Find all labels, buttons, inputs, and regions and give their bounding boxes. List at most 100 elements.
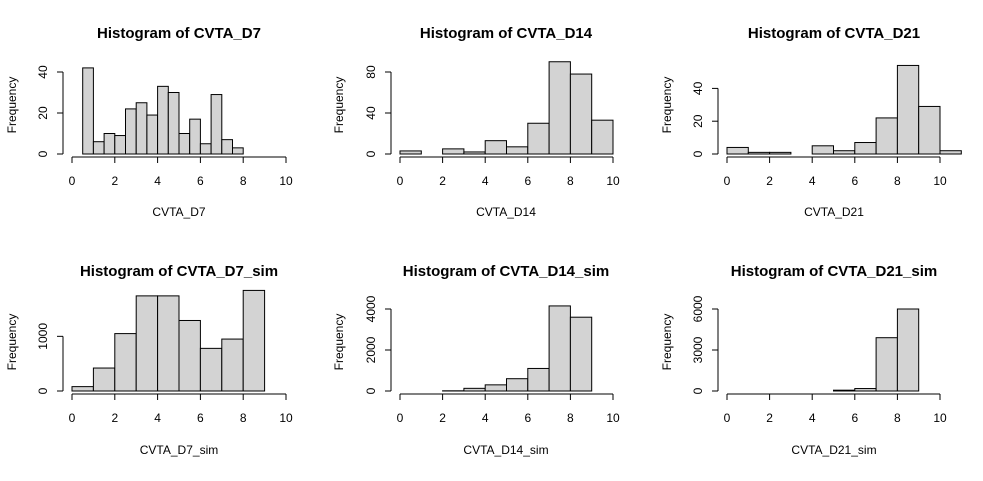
x-tick-label: 8	[894, 174, 901, 188]
histogram-bar	[727, 147, 748, 154]
histogram-bar	[919, 106, 940, 154]
y-tick-label: 4000	[364, 295, 378, 322]
histogram-bar	[222, 339, 243, 391]
x-tick-label: 4	[482, 174, 489, 188]
x-tick-label: 0	[69, 174, 76, 188]
x-tick-label: 8	[240, 174, 247, 188]
histogram-bar	[528, 368, 549, 391]
y-tick-label: 0	[364, 150, 378, 157]
histogram-bar	[443, 149, 464, 154]
x-axis-label: CVTA_D21_sim	[791, 443, 876, 457]
y-tick-label: 1000	[36, 323, 50, 350]
x-tick-label: 4	[154, 174, 161, 188]
y-axis-label: Frequency	[660, 77, 674, 134]
x-axis-label: CVTA_D14	[476, 205, 536, 219]
x-tick-label: 0	[69, 411, 76, 425]
histogram-bar	[158, 296, 179, 391]
y-tick-label: 20	[691, 114, 705, 128]
chart-title: Histogram of CVTA_D7	[97, 25, 261, 42]
x-tick-label: 10	[606, 174, 620, 188]
x-tick-label: 2	[439, 411, 446, 425]
histogram-bar	[158, 86, 169, 154]
x-tick-label: 4	[809, 174, 816, 188]
x-tick-label: 10	[933, 174, 947, 188]
x-tick-label: 10	[279, 174, 293, 188]
histogram-bar	[812, 146, 833, 154]
x-tick-label: 4	[482, 411, 489, 425]
x-tick-label: 10	[279, 411, 293, 425]
histogram-bar	[115, 136, 126, 154]
histogram-bar	[876, 118, 897, 154]
histogram-bar	[147, 115, 158, 154]
y-tick-label: 40	[364, 106, 378, 120]
histogram-bar	[211, 95, 222, 154]
histogram-bar	[200, 348, 221, 391]
x-tick-label: 6	[524, 411, 531, 425]
histogram-bar	[834, 390, 855, 391]
histogram-bar	[549, 306, 570, 391]
histogram-bar	[549, 62, 570, 154]
x-tick-label: 8	[240, 411, 247, 425]
histogram-bar	[93, 368, 114, 391]
histogram-bar	[507, 147, 528, 154]
histogram-bar	[233, 148, 244, 154]
x-tick-label: 2	[766, 411, 773, 425]
histogram-bar	[770, 152, 791, 154]
chart-title: Histogram of CVTA_D21	[748, 25, 920, 42]
x-tick-label: 2	[766, 174, 773, 188]
histogram-bar	[940, 151, 961, 154]
y-tick-label: 40	[36, 65, 50, 79]
y-tick-label: 2000	[364, 336, 378, 363]
histogram-bar	[855, 143, 876, 154]
histogram-bar	[104, 134, 115, 155]
histogram-bar	[179, 134, 190, 155]
x-tick-label: 2	[439, 174, 446, 188]
x-tick-label: 6	[197, 411, 204, 425]
histogram-bar	[507, 379, 528, 391]
chart-title: Histogram of CVTA_D21_sim	[731, 263, 937, 280]
y-axis-label: Frequency	[5, 77, 19, 134]
x-tick-label: 6	[197, 174, 204, 188]
histogram-bar	[592, 120, 613, 154]
histogram-bar	[464, 152, 485, 154]
y-tick-label: 0	[36, 150, 50, 157]
histogram-bar	[190, 119, 201, 154]
x-tick-label: 0	[397, 174, 404, 188]
y-axis-label: Frequency	[5, 314, 19, 371]
x-tick-label: 4	[809, 411, 816, 425]
x-tick-label: 6	[524, 174, 531, 188]
y-axis-label: Frequency	[332, 314, 346, 371]
x-tick-label: 0	[724, 411, 731, 425]
histogram-bar	[897, 309, 918, 391]
histogram-bar	[748, 152, 769, 154]
y-tick-label: 0	[36, 387, 50, 394]
y-tick-label: 3000	[691, 336, 705, 363]
x-tick-label: 6	[851, 411, 858, 425]
histogram-bar	[93, 142, 104, 154]
x-axis-label: CVTA_D7	[152, 205, 205, 219]
y-tick-label: 0	[691, 387, 705, 394]
histogram-bar	[876, 338, 897, 391]
histogram-bar	[222, 140, 233, 154]
histogram-bar	[115, 334, 136, 391]
histogram-bar	[136, 296, 157, 391]
histogram-bar	[136, 103, 147, 154]
x-tick-label: 8	[894, 411, 901, 425]
histogram-bar	[485, 385, 506, 391]
x-axis-label: CVTA_D7_sim	[140, 443, 218, 457]
x-tick-label: 0	[397, 411, 404, 425]
histogram-bar	[168, 93, 179, 155]
histogram-bar	[485, 141, 506, 154]
histogram-bar	[897, 65, 918, 154]
chart-title: Histogram of CVTA_D14	[420, 25, 593, 42]
x-axis-label: CVTA_D14_sim	[463, 443, 548, 457]
y-tick-label: 0	[364, 387, 378, 394]
x-tick-label: 8	[567, 411, 574, 425]
x-tick-label: 8	[567, 174, 574, 188]
